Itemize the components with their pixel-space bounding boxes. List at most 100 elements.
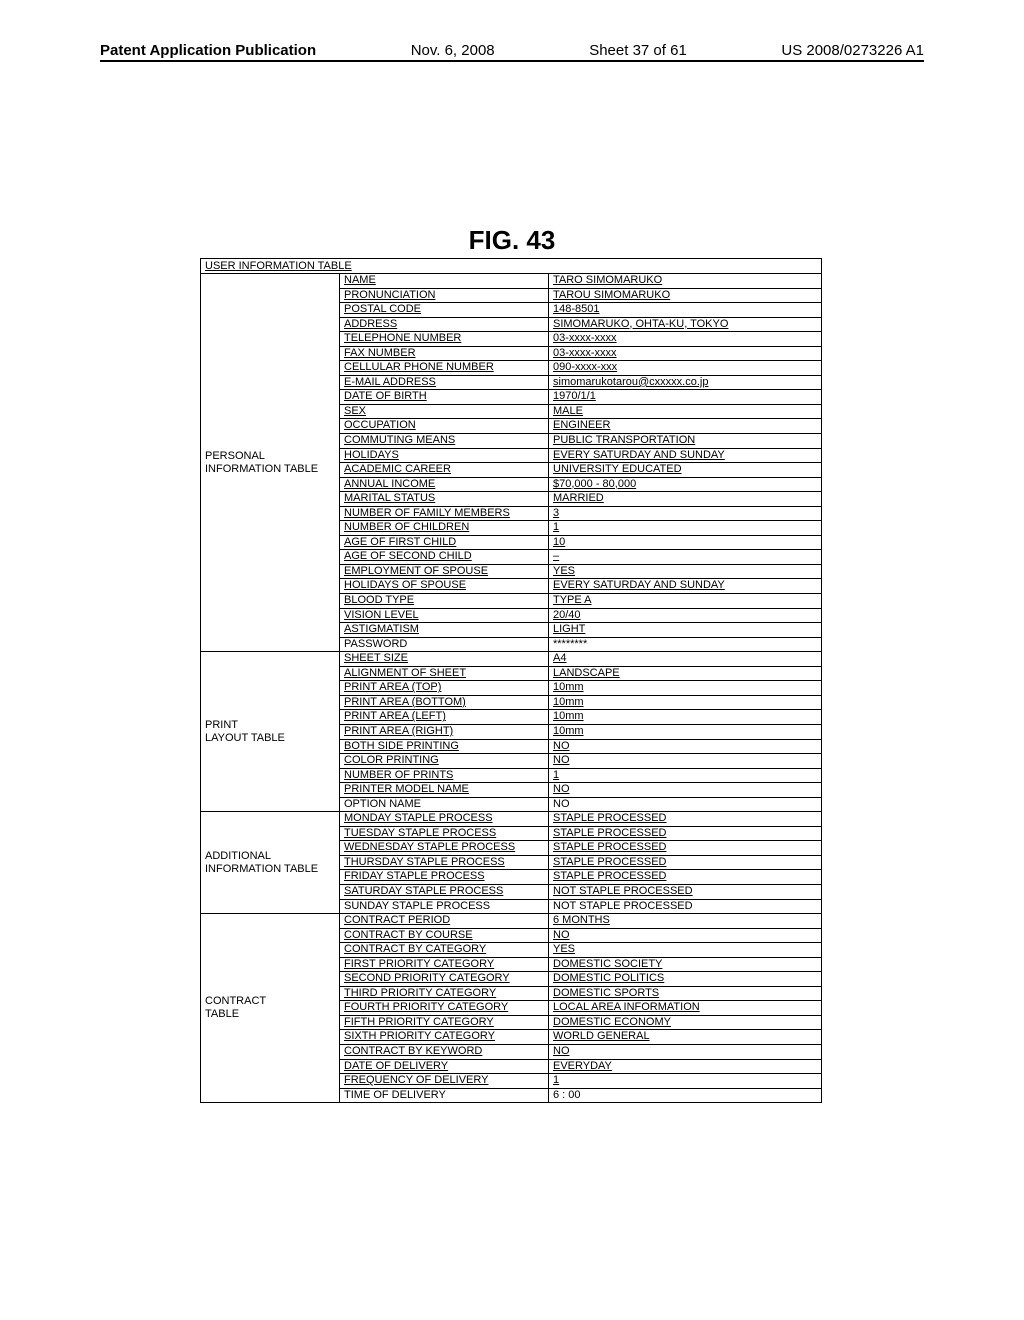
table-row: FIRST PRIORITY CATEGORYDOMESTIC SOCIETY — [340, 958, 821, 973]
table-row: PRINT AREA (TOP)10mm — [340, 681, 821, 696]
row-value: YES — [549, 565, 821, 579]
row-key: SECOND PRIORITY CATEGORY — [340, 972, 549, 986]
row-key: PRINT AREA (RIGHT) — [340, 725, 549, 739]
row-key: POSTAL CODE — [340, 303, 549, 317]
row-value: DOMESTIC ECONOMY — [549, 1016, 821, 1030]
table-row: BOTH SIDE PRINTINGNO — [340, 740, 821, 755]
row-key: CELLULAR PHONE NUMBER — [340, 361, 549, 375]
row-key: ALIGNMENT OF SHEET — [340, 667, 549, 681]
table-row: TIME OF DELIVERY6 : 00 — [340, 1089, 821, 1103]
section-rows: CONTRACT PERIOD6 MONTHSCONTRACT BY COURS… — [340, 914, 821, 1102]
row-key: PRINT AREA (BOTTOM) — [340, 696, 549, 710]
user-info-table: USER INFORMATION TABLE PERSONALINFORMATI… — [200, 258, 822, 1103]
table-row: SATURDAY STAPLE PROCESSNOT STAPLE PROCES… — [340, 885, 821, 900]
table-row: AGE OF FIRST CHILD10 — [340, 536, 821, 551]
row-key: E-MAIL ADDRESS — [340, 376, 549, 390]
row-key: TIME OF DELIVERY — [340, 1089, 549, 1103]
table-row: HOLIDAYS OF SPOUSEEVERY SATURDAY AND SUN… — [340, 579, 821, 594]
table-row: NUMBER OF CHILDREN1 — [340, 521, 821, 536]
row-value: A4 — [549, 652, 821, 666]
row-key: NUMBER OF CHILDREN — [340, 521, 549, 535]
table-title: USER INFORMATION TABLE — [201, 259, 821, 274]
table-row: E-MAIL ADDRESSsimomarukotarou@cxxxxx.co.… — [340, 376, 821, 391]
table-row: SIXTH PRIORITY CATEGORYWORLD GENERAL — [340, 1030, 821, 1045]
row-key: ADDRESS — [340, 318, 549, 332]
row-key: FRIDAY STAPLE PROCESS — [340, 870, 549, 884]
table-row: CELLULAR PHONE NUMBER090-xxxx-xxx — [340, 361, 821, 376]
table-row: DATE OF DELIVERYEVERYDAY — [340, 1060, 821, 1075]
row-key: ACADEMIC CAREER — [340, 463, 549, 477]
row-key: DATE OF BIRTH — [340, 390, 549, 404]
table-row: HOLIDAYSEVERY SATURDAY AND SUNDAY — [340, 449, 821, 464]
table-row: MARITAL STATUSMARRIED — [340, 492, 821, 507]
row-value: EVERYDAY — [549, 1060, 821, 1074]
row-key: TUESDAY STAPLE PROCESS — [340, 827, 549, 841]
row-key: NUMBER OF FAMILY MEMBERS — [340, 507, 549, 521]
header-date: Nov. 6, 2008 — [411, 42, 495, 59]
header-left: Patent Application Publication — [100, 42, 316, 59]
section-category: CONTRACTTABLE — [201, 914, 340, 1102]
table-row: COLOR PRINTINGNO — [340, 754, 821, 769]
row-value: ******** — [549, 638, 821, 652]
table-row: COMMUTING MEANSPUBLIC TRANSPORTATION — [340, 434, 821, 449]
row-key: CONTRACT BY CATEGORY — [340, 943, 549, 957]
row-value: STAPLE PROCESSED — [549, 812, 821, 826]
table-section: PERSONALINFORMATION TABLENAMETARO SIMOMA… — [201, 274, 821, 652]
table-row: PASSWORD******** — [340, 638, 821, 652]
table-row: TELEPHONE NUMBER03-xxxx-xxxx — [340, 332, 821, 347]
row-key: ASTIGMATISM — [340, 623, 549, 637]
row-value: NO — [549, 783, 821, 797]
page-header: Patent Application Publication Nov. 6, 2… — [100, 42, 924, 62]
row-value: 090-xxxx-xxx — [549, 361, 821, 375]
row-key: CONTRACT BY KEYWORD — [340, 1045, 549, 1059]
row-value: 03-xxxx-xxxx — [549, 347, 821, 361]
row-value: 1970/1/1 — [549, 390, 821, 404]
table-row: VISION LEVEL20/40 — [340, 609, 821, 624]
table-row: BLOOD TYPETYPE A — [340, 594, 821, 609]
row-key: SEX — [340, 405, 549, 419]
row-value: 1 — [549, 769, 821, 783]
row-value: NO — [549, 754, 821, 768]
table-row: PRINT AREA (LEFT)10mm — [340, 710, 821, 725]
table-row: CONTRACT BY COURSENO — [340, 929, 821, 944]
table-row: CONTRACT BY KEYWORDNO — [340, 1045, 821, 1060]
row-key: PASSWORD — [340, 638, 549, 652]
row-value: DOMESTIC POLITICS — [549, 972, 821, 986]
row-value: DOMESTIC SPORTS — [549, 987, 821, 1001]
row-value: 1 — [549, 521, 821, 535]
table-row: CONTRACT BY CATEGORYYES — [340, 943, 821, 958]
row-value: YES — [549, 943, 821, 957]
table-row: POSTAL CODE148-8501 — [340, 303, 821, 318]
row-value: STAPLE PROCESSED — [549, 827, 821, 841]
patent-page: Patent Application Publication Nov. 6, 2… — [0, 0, 1024, 1320]
row-key: FOURTH PRIORITY CATEGORY — [340, 1001, 549, 1015]
row-key: FREQUENCY OF DELIVERY — [340, 1074, 549, 1088]
table-row: SECOND PRIORITY CATEGORYDOMESTIC POLITIC… — [340, 972, 821, 987]
section-rows: SHEET SIZEA4ALIGNMENT OF SHEETLANDSCAPEP… — [340, 652, 821, 811]
table-row: THURSDAY STAPLE PROCESSSTAPLE PROCESSED — [340, 856, 821, 871]
row-value: LIGHT — [549, 623, 821, 637]
row-key: OPTION NAME — [340, 798, 549, 812]
row-value: MARRIED — [549, 492, 821, 506]
row-value: NO — [549, 740, 821, 754]
row-value: DOMESTIC SOCIETY — [549, 958, 821, 972]
table-row: OPTION NAMENO — [340, 798, 821, 812]
table-row: NAMETARO SIMOMARUKO — [340, 274, 821, 289]
row-value: STAPLE PROCESSED — [549, 841, 821, 855]
row-value: NOT STAPLE PROCESSED — [549, 885, 821, 899]
row-key: PRONUNCIATION — [340, 289, 549, 303]
section-category: PRINTLAYOUT TABLE — [201, 652, 340, 811]
section-category: ADDITIONALINFORMATION TABLE — [201, 812, 340, 913]
table-row: FOURTH PRIORITY CATEGORYLOCAL AREA INFOR… — [340, 1001, 821, 1016]
row-key: FAX NUMBER — [340, 347, 549, 361]
row-key: PRINTER MODEL NAME — [340, 783, 549, 797]
row-value: UNIVERSITY EDUCATED — [549, 463, 821, 477]
row-value: NOT STAPLE PROCESSED — [549, 900, 821, 914]
row-key: BLOOD TYPE — [340, 594, 549, 608]
row-key: FIRST PRIORITY CATEGORY — [340, 958, 549, 972]
table-row: MONDAY STAPLE PROCESSSTAPLE PROCESSED — [340, 812, 821, 827]
table-row: PRONUNCIATIONTAROU SIMOMARUKO — [340, 289, 821, 304]
row-value: NO — [549, 929, 821, 943]
section-rows: NAMETARO SIMOMARUKOPRONUNCIATIONTAROU SI… — [340, 274, 821, 651]
row-key: CONTRACT BY COURSE — [340, 929, 549, 943]
